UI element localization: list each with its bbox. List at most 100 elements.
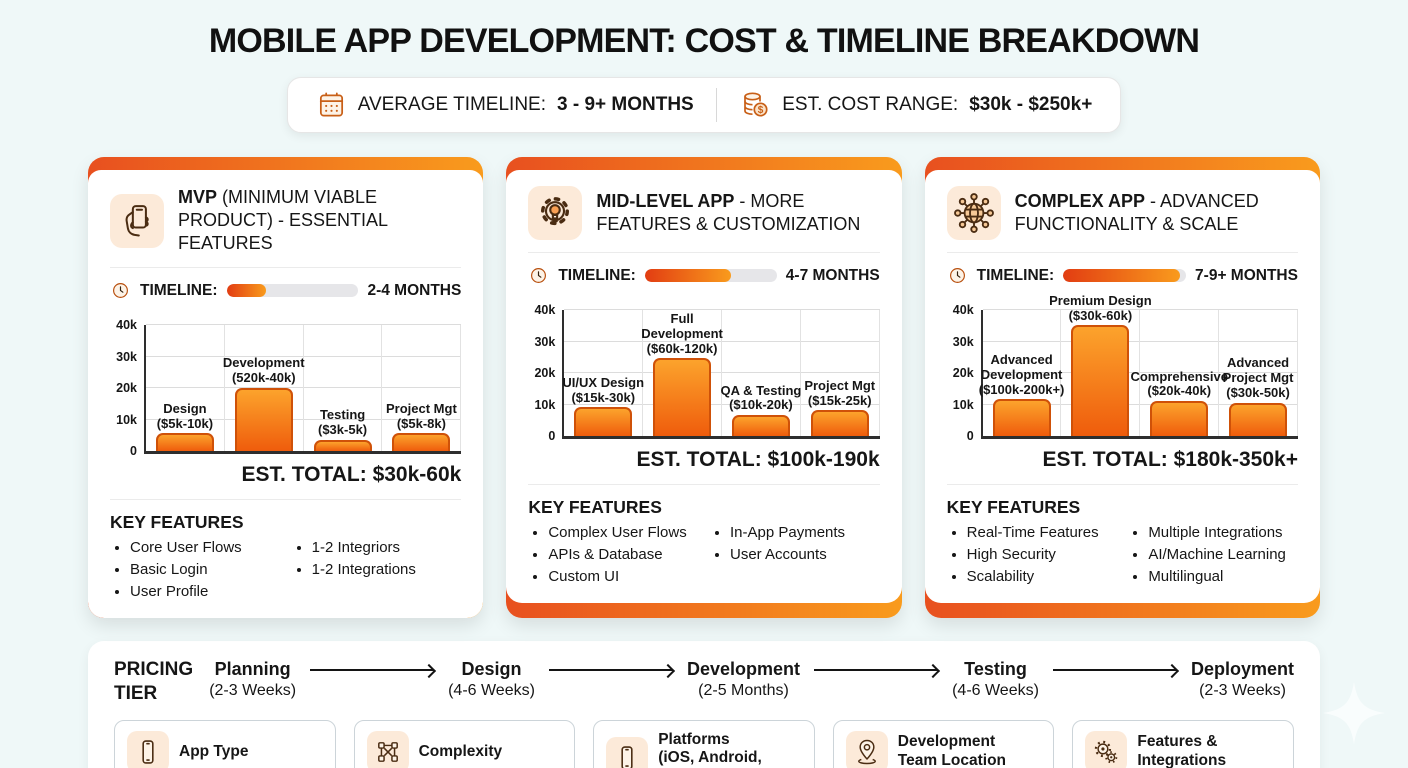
chart-column: Project Mgt ($5k-8k) — [382, 325, 462, 452]
bar-label: Advanced Project Mgt ($30k-50k) — [1222, 355, 1294, 400]
chart-plot: Design ($5k-10k) Development (520k-40k) Te… — [144, 324, 462, 455]
flow-arrow — [548, 669, 673, 672]
gridline — [982, 309, 1298, 310]
phase-duration: (2-5 Months) — [698, 681, 789, 699]
cost-range-label: EST. COST RANGE: — [782, 94, 959, 115]
phone-icon — [134, 738, 162, 766]
timeline-row: TIMELINE: 2-4 MONTHS — [110, 280, 461, 301]
bar-label: Full Development ($60k-120k) — [641, 311, 723, 356]
tier-title: MID-LEVEL APP - MORE FEATURES & CUSTOMIZ… — [596, 190, 879, 236]
bar-label: UI/UX Design ($15k-30k) — [562, 374, 645, 405]
tier-title-bold: MID-LEVEL APP — [596, 190, 735, 211]
icon-tile — [528, 186, 583, 240]
divider — [110, 499, 462, 501]
gridline — [982, 372, 1298, 373]
bar — [574, 407, 633, 436]
tier-title-rest: - ADVANCED FUNCTIONALITY & SCALE — [1014, 190, 1259, 234]
sparkle-decoration — [1323, 682, 1385, 744]
bar-label: Development (520k-40k) — [222, 355, 305, 385]
tier-title-rest: - MORE FEATURES & CUSTOMIZATION — [596, 190, 861, 234]
icon-tile — [110, 193, 164, 248]
phone-hand-icon — [118, 202, 156, 240]
bar — [992, 399, 1051, 436]
y-axis-tick: 30k — [534, 334, 556, 349]
gridline — [146, 355, 462, 357]
flow-arrow — [310, 669, 435, 672]
feature-item: APIs & Database — [548, 544, 710, 566]
icon-tile — [366, 730, 409, 768]
factor-header: Features & Integrations — [1085, 730, 1281, 768]
feature-item: User Profile — [130, 581, 292, 603]
pricing-tier-panel: PRICING TIER Planning (2-3 Weeks) Design (4… — [88, 641, 1320, 768]
gridline — [564, 309, 880, 310]
y-axis-tick: 20k — [952, 366, 974, 380]
clock-icon — [110, 280, 131, 301]
feature-item: Scalability — [967, 566, 1129, 588]
divider — [528, 252, 880, 253]
feature-item: Custom UI — [548, 566, 710, 588]
timeline-label: TIMELINE: — [558, 266, 636, 284]
gridline — [564, 340, 880, 342]
y-axis-tick: 20k — [534, 366, 556, 380]
chart-y-axis: 0 10k 20k 30k 40k — [528, 303, 562, 443]
key-features-list-col2: Multiple IntegrationsAI/Machine Learning… — [1128, 522, 1298, 587]
est-total: EST. TOTAL: $100k-190k — [636, 448, 880, 471]
timeline-progress-fill — [226, 284, 267, 298]
icon-tile — [127, 730, 169, 768]
key-features-title: KEY FEATURES — [528, 497, 662, 517]
factor-title: Development Team Location — [897, 733, 1007, 768]
bar-label: Project Mgt ($5k-8k) — [386, 400, 457, 431]
pricing-factors-row: App Type Complexity Platforms (iOS, Androi… — [114, 719, 1294, 768]
y-axis-tick: 0 — [548, 429, 556, 443]
icon-tile — [606, 737, 649, 768]
tier-title-bold: COMPLEX APP — [1014, 190, 1146, 211]
y-axis-tick: 30k — [952, 334, 974, 349]
factor-header: Platforms (iOS, Android, Both) — [606, 731, 802, 768]
banner-divider — [715, 88, 718, 122]
timeline-progress-fill — [1063, 269, 1180, 282]
phase-duration: (4-6 Weeks) — [448, 681, 535, 699]
timeline-value: 7-9+ MONTHS — [1195, 266, 1298, 284]
feature-item: Multiple Integrations — [1148, 522, 1298, 544]
cost-bar-chart: 0 10k 20k 30k 40k Design ($5k-10k) Developmen… — [110, 318, 462, 458]
timeline-progress-track — [1063, 269, 1187, 282]
timeline-value: 2-4 MONTHS — [367, 281, 462, 299]
timeline-progress-track — [644, 269, 777, 282]
y-axis-tick: 10k — [534, 397, 556, 412]
chart-column: Advanced Project Mgt ($30k-50k) — [1219, 310, 1298, 436]
feature-item: Real-Time Features — [967, 522, 1129, 544]
est-total: EST. TOTAL: $30k-60k — [241, 463, 462, 487]
tier-card-mid-level: MID-LEVEL APP - MORE FEATURES & CUSTOMIZ… — [506, 157, 902, 619]
bar-label: Testing ($3k-5k) — [318, 407, 368, 437]
chart-y-axis: 0 10k 20k 30k 40k — [947, 303, 981, 443]
chart-column: Testing ($3k-5k) — [304, 325, 383, 452]
bar — [155, 433, 214, 452]
feature-item: Complex User Flows — [548, 522, 710, 544]
y-axis-tick: 30k — [116, 349, 137, 364]
key-features-list-col1: Core User FlowsBasic LoginUser Profile — [110, 537, 292, 602]
feature-item: In-App Payments — [730, 522, 880, 544]
factor-header: App Type — [127, 730, 323, 768]
icon-tile — [1085, 730, 1128, 768]
timeline-row: TIMELINE: 4-7 MONTHS — [528, 265, 880, 286]
phase-name: Design — [461, 659, 522, 680]
y-axis-tick: 10k — [116, 412, 137, 427]
phone-icon — [613, 744, 641, 768]
bar — [313, 439, 372, 452]
phase-duration: (2-3 Weeks) — [209, 681, 297, 699]
flowchart-icon — [374, 738, 402, 766]
chart-column: Development (520k-40k) — [223, 325, 305, 452]
phase-duration: (4-6 Weeks) — [952, 681, 1039, 699]
bar-label: QA & Testing ($10k-20k) — [720, 382, 802, 413]
flow-arrow — [1052, 669, 1177, 672]
phase-name: Testing — [964, 659, 1027, 680]
feature-item: Multilingual — [1148, 566, 1298, 588]
factor-card-app-type: App Type — [114, 719, 336, 768]
feature-item: High Security — [967, 544, 1129, 566]
process-flow: PRICING TIER Planning (2-3 Weeks) Design (4… — [114, 658, 1294, 704]
tier-title-bold: MVP — [178, 187, 218, 207]
gridline — [982, 403, 1298, 405]
y-axis-tick: 20k — [116, 381, 137, 396]
page-title: MOBILE APP DEVELOPMENT: COST & TIMELINE … — [208, 22, 1200, 60]
bar-label: Design ($5k-10k) — [156, 400, 214, 431]
